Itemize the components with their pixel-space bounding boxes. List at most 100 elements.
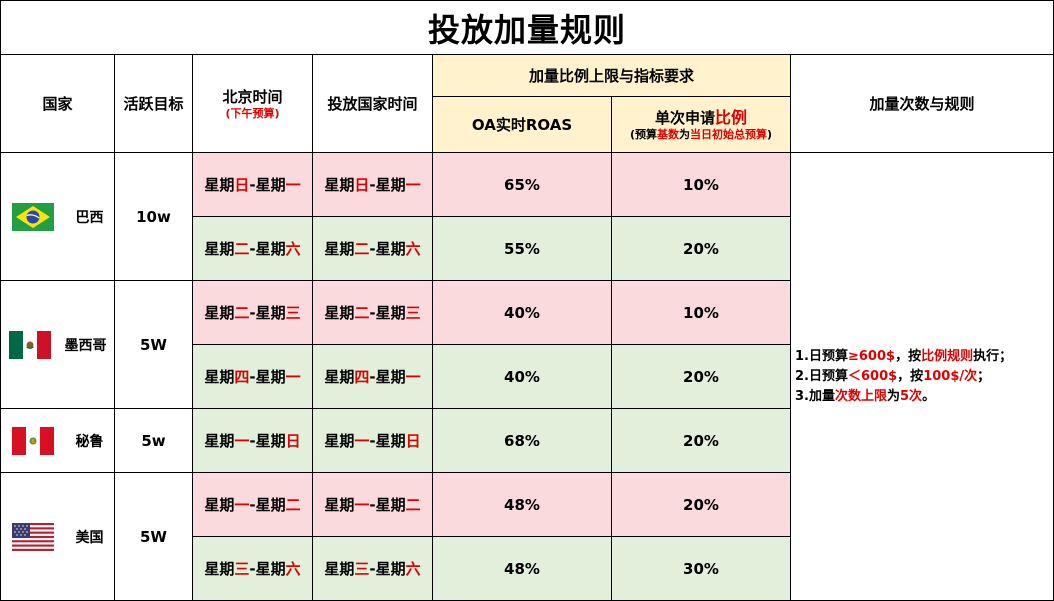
bj-part-d: 六 [285,240,301,258]
bj-part-b: 二 [234,240,250,258]
roas-value: 48% [504,495,540,514]
lt-part-d: 二 [405,496,421,514]
lt-part-a: 星期 [324,560,355,578]
r3e: 。 [922,388,936,404]
bj-part-c: -星期 [249,176,286,194]
header-beijing-time-label: 北京时间 [222,87,283,106]
r1b: ≥600$ [847,348,896,364]
header-rules-label: 加量次数与规则 [869,95,975,113]
bj-part-b: 日 [234,176,250,194]
lt-range: 星期二-星期六 [324,238,420,259]
bj-part-c: -星期 [249,368,286,386]
lt-cell: 星期二-星期六 [313,217,433,281]
lt-range: 星期二-星期三 [324,302,420,323]
lt-part-a: 星期 [324,240,355,258]
bj-part-a: 星期 [204,368,235,386]
peru-flag-icon [11,426,54,455]
target-brazil: 10w [115,153,193,281]
bj-part-a: 星期 [204,240,235,258]
ratio-cell: 10% [612,153,791,217]
roas-value: 40% [504,367,540,386]
target-value: 10w [136,207,171,226]
note-e: ) [767,127,773,141]
bj-part-d: 三 [285,304,301,322]
bj-cell: 星期四-星期一 [193,345,313,409]
ratio-cell: 20% [612,345,791,409]
lt-part-a: 星期 [324,304,355,322]
ratio-cell: 10% [612,281,791,345]
target-value: 5w [141,431,166,450]
lt-part-d: 日 [405,432,421,450]
header-beijing-note: (下午预算) [225,106,280,120]
lt-cell: 星期一-星期二 [313,473,433,537]
bj-range: 星期四-星期一 [204,366,300,387]
header-local-time: 投放国家时间 [313,55,433,153]
lt-range: 星期三-星期六 [324,558,420,579]
roas-cell: 40% [433,345,612,409]
lt-part-c: -星期 [369,304,406,322]
bj-part-c: -星期 [249,304,286,322]
rule-line-3: 3.加量次数上限为5次。 [795,387,1012,407]
ratio-cell: 20% [612,473,791,537]
lt-part-c: -星期 [369,560,406,578]
roas-cell: 65% [433,153,612,217]
target-mexico: 5W [115,281,193,409]
header-single-ratio-label: 单次申请比例 [655,108,747,128]
lt-part-a: 星期 [324,176,355,194]
bj-range: 星期日-星期一 [204,174,300,195]
roas-value: 65% [504,175,540,194]
header-rules: 加量次数与规则 [791,55,1054,153]
ratio-value: 20% [683,495,719,514]
lt-part-d: 一 [405,176,421,194]
lt-part-d: 一 [405,368,421,386]
usa-flag-icon [11,522,54,551]
page-title: 投放加量规则 [0,0,1054,55]
bj-part-d: 六 [285,560,301,578]
r1d: 比例规则 [921,348,974,364]
r2a: 2.日预算 [795,368,848,384]
lt-part-b: 二 [354,240,370,258]
lt-cell: 星期日-星期一 [313,153,433,217]
header-beijing-time: 北京时间 (下午预算) [193,55,313,153]
lt-part-c: -星期 [369,368,406,386]
bj-part-d: 一 [285,368,301,386]
header-country-label: 国家 [42,95,73,113]
country-name: 美国 [75,529,104,546]
bj-part-a: 星期 [204,560,235,578]
brazil-flag-icon [11,202,54,231]
header-roas: OA实时ROAS [433,97,612,153]
r2e: ； [977,368,991,384]
lt-part-b: 四 [354,368,370,386]
note-a: (预算 [629,127,657,141]
country-brazil: 巴西 [0,153,115,281]
ratio-value: 20% [683,431,719,450]
rules-text: 1.日预算≥600$，按比例规则执行； 2.日预算＜600$，按100$/次； … [795,347,1012,407]
r2c: ，按 [897,368,924,384]
mexico-flag-icon [8,330,51,359]
lt-part-b: 三 [354,560,370,578]
header-single-ratio: 单次申请比例 (预算基数为当日初始总预算) [612,97,791,153]
country-peru: 秘鲁 [0,409,115,473]
target-value: 5W [140,335,167,354]
bj-cell: 星期一-星期二 [193,473,313,537]
r3d: 5次 [900,388,923,404]
bj-cell: 星期一-星期日 [193,409,313,473]
bj-part-b: 四 [234,368,250,386]
lt-cell: 星期二-星期三 [313,281,433,345]
bj-part-d: 二 [285,496,301,514]
lt-cell: 星期三-星期六 [313,537,433,601]
bj-part-b: 一 [234,432,250,450]
lt-part-b: 一 [354,432,370,450]
bj-part-b: 三 [234,560,250,578]
header-single-note: (预算基数为当日初始总预算) [630,128,772,142]
bj-range: 星期三-星期六 [204,558,300,579]
target-value: 5W [140,527,167,546]
header-group: 加量比例上限与指标要求 [433,55,791,97]
header-target: 活跃目标 [115,55,193,153]
roas-cell: 48% [433,537,612,601]
ratio-value: 10% [683,175,719,194]
lt-part-c: -星期 [369,432,406,450]
lt-range: 星期日-星期一 [324,174,420,195]
r3b: 次数上限 [834,388,887,404]
